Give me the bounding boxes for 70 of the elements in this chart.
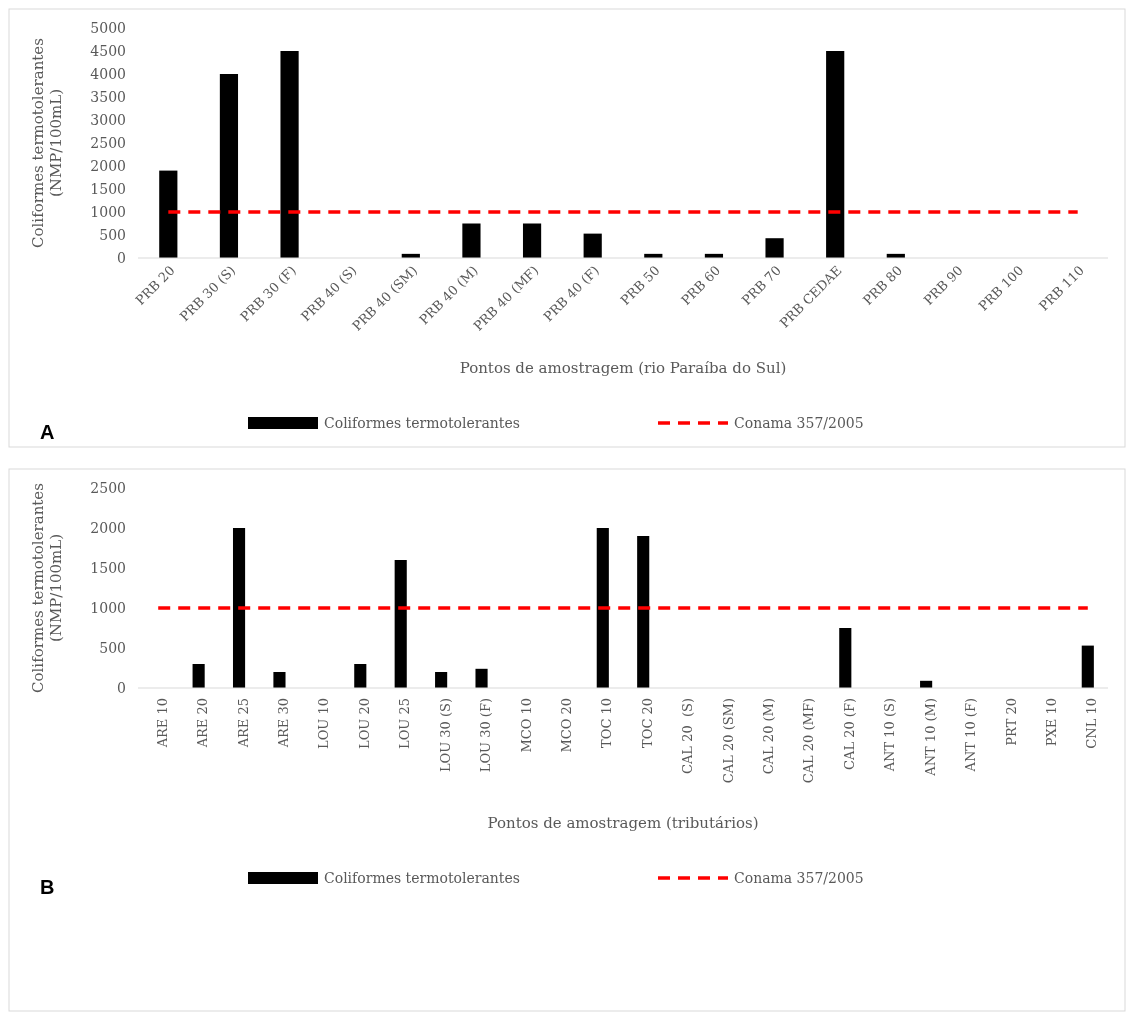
bar (1081, 645, 1094, 688)
bar (637, 536, 650, 688)
y-tick-label: 1000 (90, 203, 126, 220)
x-tick-label: MCO 20 (558, 698, 574, 753)
x-tick-label: TOC 20 (639, 698, 655, 748)
y-tick-label: 4000 (90, 65, 126, 82)
x-tick-label: LOU 25 (397, 698, 413, 749)
y-tick-label: 3000 (90, 111, 126, 128)
x-tick-label: ARE 25 (235, 698, 251, 749)
legend-label: Conama 357/2005 (734, 414, 864, 431)
bar (435, 672, 448, 688)
x-tick-label: LOU 30 (S) (437, 698, 453, 773)
x-axis-title: Pontos de amostragem (rio Paraíba do Sul) (459, 359, 787, 377)
x-tick-label: TOC 10 (599, 698, 615, 748)
text: B (40, 876, 55, 898)
bar (273, 672, 286, 688)
x-tick-label: ANT 10 (F) (963, 698, 979, 773)
y-tick-label: 0 (117, 249, 126, 266)
y-tick-label: 5000 (90, 19, 126, 36)
x-tick-label: ANT 10 (M) (922, 698, 938, 777)
bar (394, 560, 407, 688)
x-tick-label: ARE 20 (195, 698, 211, 749)
legend-label: Coliformes termotolerantes (324, 869, 520, 886)
text: A (40, 421, 55, 443)
x-tick-label: ARE 10 (154, 698, 170, 749)
y-tick-label: 2000 (90, 157, 126, 174)
x-tick-label: ARE 30 (276, 698, 292, 749)
y-tick-label: 4500 (90, 42, 126, 59)
x-tick-label: CNL 10 (1084, 698, 1100, 749)
y-tick-label: 2500 (90, 479, 126, 496)
x-tick-label: PRT 20 (1003, 698, 1019, 746)
bar (354, 664, 367, 688)
bar (826, 51, 845, 258)
bar (219, 74, 239, 258)
x-tick-label: PXE 10 (1043, 698, 1059, 747)
y-tick-label: 2000 (90, 519, 126, 536)
y-tick-label: 2500 (90, 134, 126, 151)
bar (522, 223, 542, 258)
y-tick-label: 1500 (90, 559, 126, 576)
x-tick-label: LOU 20 (356, 698, 372, 749)
bar (765, 238, 784, 258)
y-tick-label: 0 (117, 679, 126, 696)
y-tick-label: 1000 (90, 599, 126, 616)
y-axis-title: Coliformes termotolerantes (NMP/100mL) (29, 38, 65, 248)
bar (280, 51, 299, 258)
y-tick-label: 500 (99, 226, 126, 243)
x-tick-label: CAL 20 (F) (841, 698, 857, 770)
bar (583, 233, 602, 258)
bar (159, 170, 178, 258)
x-tick-label: LOU 10 (316, 698, 332, 749)
x-axis-title: Pontos de amostragem (tributários) (487, 814, 759, 832)
x-tick-label: MCO 10 (518, 698, 534, 753)
bar (462, 223, 481, 258)
legend-label: Coliformes termotolerantes (324, 414, 520, 431)
y-tick-label: 3500 (90, 88, 126, 105)
legend-label: Conama 357/2005 (734, 869, 864, 886)
y-tick-label: 500 (99, 639, 126, 656)
bar (192, 664, 205, 688)
x-tick-label: ANT 10 (S) (882, 698, 898, 773)
x-tick-label: CAL 20 (M) (761, 698, 777, 775)
x-tick-label: LOU 30 (F) (478, 698, 494, 773)
bar (596, 528, 609, 688)
y-axis-title: Coliformes termotolerantes (NMP/100mL) (29, 483, 65, 693)
x-tick-label: CAL 20 (SM) (720, 698, 736, 784)
bar (839, 628, 852, 688)
bar (232, 528, 246, 688)
y-tick-label: 1500 (90, 180, 126, 197)
x-tick-label: CAL 20 (MF) (801, 698, 817, 784)
bar (475, 668, 488, 688)
x-tick-label: CAL 20 (S) (680, 698, 696, 774)
